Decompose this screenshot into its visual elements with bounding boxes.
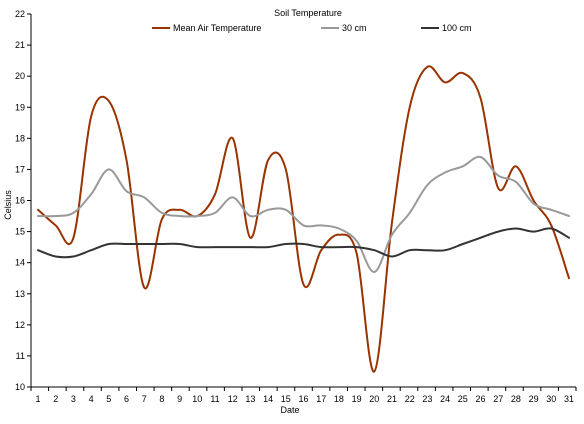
x-tick-label: 6	[124, 394, 129, 404]
x-tick-label: 16	[298, 394, 308, 404]
x-tick-label: 24	[440, 394, 450, 404]
x-tick-label: 31	[564, 394, 574, 404]
legend-label: Mean Air Temperature	[173, 23, 261, 33]
y-tick-label: 20	[15, 71, 25, 81]
x-tick-label: 19	[352, 394, 362, 404]
series-mean-air-temperature	[37, 65, 570, 373]
y-tick-label: 16	[15, 196, 25, 206]
series-100cm	[37, 227, 570, 259]
x-axis-title: Date	[280, 405, 299, 415]
x-tick-label: 10	[192, 394, 202, 404]
legend-label: 100 cm	[442, 23, 472, 33]
x-tick-label: 14	[263, 394, 273, 404]
x-tick-label: 23	[422, 394, 432, 404]
x-tick-label: 21	[387, 394, 397, 404]
y-axis-title: Celsius	[3, 190, 13, 220]
x-tick-label: 1	[35, 394, 40, 404]
y-tick-label: 19	[15, 102, 25, 112]
x-tick-label: 12	[228, 394, 238, 404]
x-tick-label: 2	[53, 394, 58, 404]
legend-label: 30 cm	[342, 23, 367, 33]
y-axis-ticks: 10 11 12 13 14 15 16 17 18 19 20 21 22	[15, 9, 31, 392]
x-tick-label: 7	[142, 394, 147, 404]
x-tick-label: 9	[177, 394, 182, 404]
y-tick-label: 22	[15, 9, 25, 19]
x-tick-label: 13	[245, 394, 255, 404]
legend: Mean Air Temperature 30 cm 100 cm	[152, 23, 472, 33]
x-tick-label: 15	[281, 394, 291, 404]
x-tick-label: 30	[546, 394, 556, 404]
x-tick-label: 8	[159, 394, 164, 404]
x-tick-label: 26	[475, 394, 485, 404]
x-tick-label: 29	[529, 394, 539, 404]
series-30cm	[37, 155, 570, 273]
y-tick-label: 11	[16, 351, 25, 361]
x-tick-label: 25	[458, 394, 468, 404]
x-tick-label: 5	[106, 394, 111, 404]
y-tick-label: 14	[15, 258, 25, 268]
x-tick-label: 28	[511, 394, 521, 404]
x-tick-label: 20	[369, 394, 379, 404]
y-tick-label: 12	[15, 320, 25, 330]
series-group	[37, 65, 570, 373]
y-tick-label: 18	[15, 133, 25, 143]
chart-title: Soil Temperature	[274, 8, 342, 18]
x-tick-label: 27	[493, 394, 503, 404]
y-tick-label: 17	[15, 164, 25, 174]
x-tick-label: 22	[405, 394, 415, 404]
y-tick-label: 15	[15, 227, 25, 237]
y-tick-label: 13	[15, 289, 25, 299]
x-tick-label: 11	[210, 394, 219, 404]
x-tick-label: 3	[71, 394, 76, 404]
x-tick-label: 17	[316, 394, 326, 404]
x-tick-label: 18	[334, 394, 344, 404]
y-tick-label: 10	[15, 382, 25, 392]
x-axis-ticks: 1 2 3 4 5 6 7 8 9 10 11 12 13 14 15 16 17 18 19 20 21 22 23 24 2…	[30, 387, 577, 404]
y-tick-label: 21	[15, 40, 25, 50]
x-tick-label: 4	[89, 394, 94, 404]
